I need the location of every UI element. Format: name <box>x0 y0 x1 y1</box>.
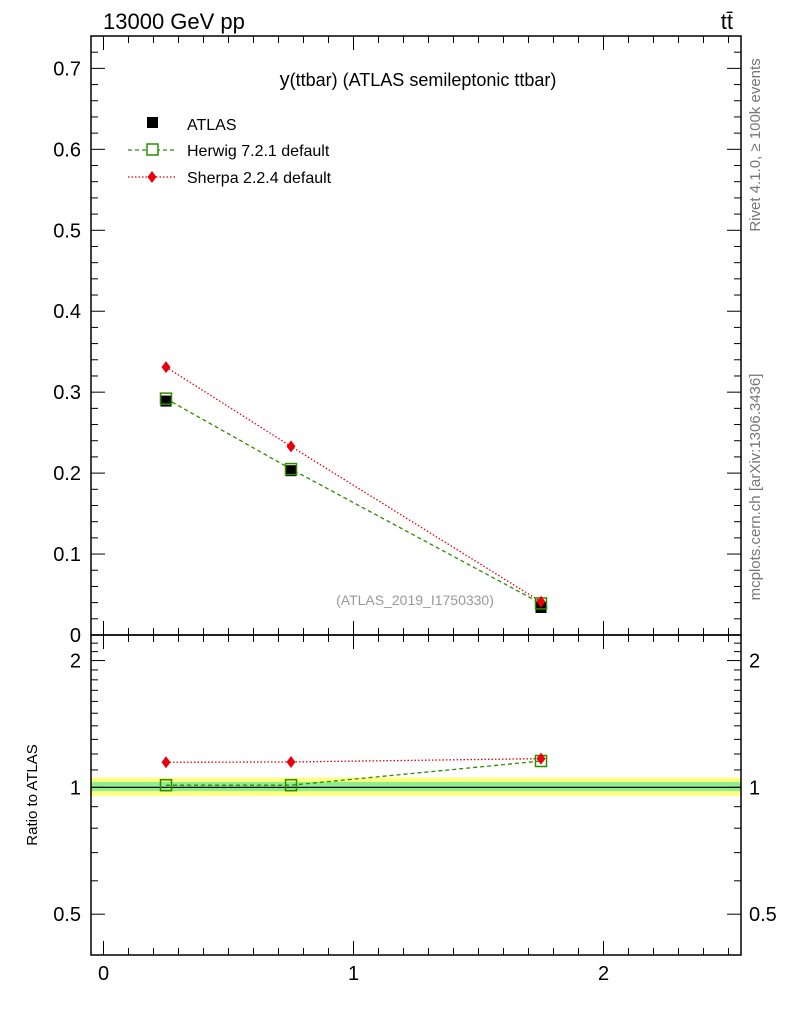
ratio-ytick-label-left: 2 <box>70 651 81 673</box>
xtick-label: 1 <box>348 963 359 985</box>
ratio-ytick-label-right: 2 <box>749 651 760 673</box>
ratio-sherpa-point <box>161 756 171 769</box>
analysis-watermark: (ATLAS_2019_I1750330) <box>336 592 494 608</box>
main-axis-ticks <box>91 35 741 636</box>
process-label: tt̄ <box>721 9 733 34</box>
main-herwig-point <box>159 392 173 405</box>
collision-label: 13000 GeV pp <box>103 9 245 34</box>
ratio-ytick-label-right: 0.5 <box>749 904 777 926</box>
legend-atlas-label: ATLAS <box>187 117 237 134</box>
mcplots-label: mcplots.cern.ch [arXiv:1306.3436] <box>747 374 764 601</box>
legend-sherpa-marker <box>147 171 157 183</box>
main-ytick-labels: 0 0.1 0.2 0.3 0.4 0.5 0.6 0.7 <box>53 58 81 647</box>
ratio-axis-ticks <box>91 635 741 955</box>
main-ytick-label: 0.4 <box>53 301 81 323</box>
ratio-axis-label: Ratio to ATLAS <box>24 744 41 845</box>
main-sherpa-point <box>536 595 546 608</box>
xtick-label: 0 <box>98 963 109 985</box>
main-atlas-point <box>160 395 172 407</box>
main-ytick-label: 0.6 <box>53 139 81 161</box>
ratio-ytick-labels: 0.5 0.5 1 1 2 2 <box>53 651 777 927</box>
ratio-sherpa-line <box>165 758 542 763</box>
main-panel: 0 0.1 0.2 0.3 0.4 0.5 0.6 0.7 y(ttbar) (ATLAS s… <box>53 35 742 647</box>
main-ytick-label: 0 <box>70 625 81 647</box>
legend-herwig-label: Herwig 7.2.1 default <box>187 143 330 160</box>
main-sherpa-line <box>165 366 542 603</box>
main-series <box>159 361 548 613</box>
main-ytick-label: 0.5 <box>53 220 81 242</box>
ratio-band-inner <box>91 781 741 792</box>
main-herwig-line <box>165 398 542 605</box>
ratio-ytick-label-right: 1 <box>749 777 760 799</box>
ratio-uncertainty-bands <box>91 777 741 796</box>
main-sherpa-point <box>286 440 296 453</box>
plot-title: y(ttbar) (ATLAS semileptonic ttbar) <box>280 69 557 91</box>
ratio-herwig-point <box>284 778 298 792</box>
main-sherpa-point <box>161 361 171 374</box>
ratio-sherpa-point <box>286 755 296 768</box>
main-ytick-label: 0.1 <box>53 544 81 566</box>
x-axis-tick-labels: 0 1 2 <box>98 963 609 985</box>
ratio-ytick-label-left: 0.5 <box>53 904 81 926</box>
ratio-series <box>159 752 548 792</box>
ratio-panel: 0.5 0.5 1 1 2 2 0 1 2 Ratio to ATLAS <box>24 634 777 985</box>
legend: ATLAS Herwig 7.2.1 default Sherpa 2.2.4 … <box>128 117 332 187</box>
plot-title-prefix: y <box>280 69 290 91</box>
legend-atlas-marker <box>147 117 158 128</box>
main-atlas-point <box>285 465 297 477</box>
main-herwig-point <box>284 462 298 476</box>
plot-title-rest: (ttbar) (ATLAS semileptonic ttbar) <box>290 70 557 90</box>
legend-herwig-marker <box>146 143 159 156</box>
main-ytick-label: 0.7 <box>53 58 81 80</box>
main-ytick-label: 0.3 <box>53 382 81 404</box>
ratio-sherpa-point <box>536 752 546 765</box>
xtick-label: 2 <box>598 963 609 985</box>
main-ytick-label: 0.2 <box>53 463 81 485</box>
legend-sherpa-label: Sherpa 2.2.4 default <box>187 170 332 187</box>
ratio-ytick-label-left: 1 <box>70 777 81 799</box>
ratio-plot-frame <box>90 634 742 956</box>
rivet-version-label: Rivet 4.1.0, ≥ 100k events <box>747 58 764 231</box>
ratio-herwig-point <box>159 778 173 792</box>
